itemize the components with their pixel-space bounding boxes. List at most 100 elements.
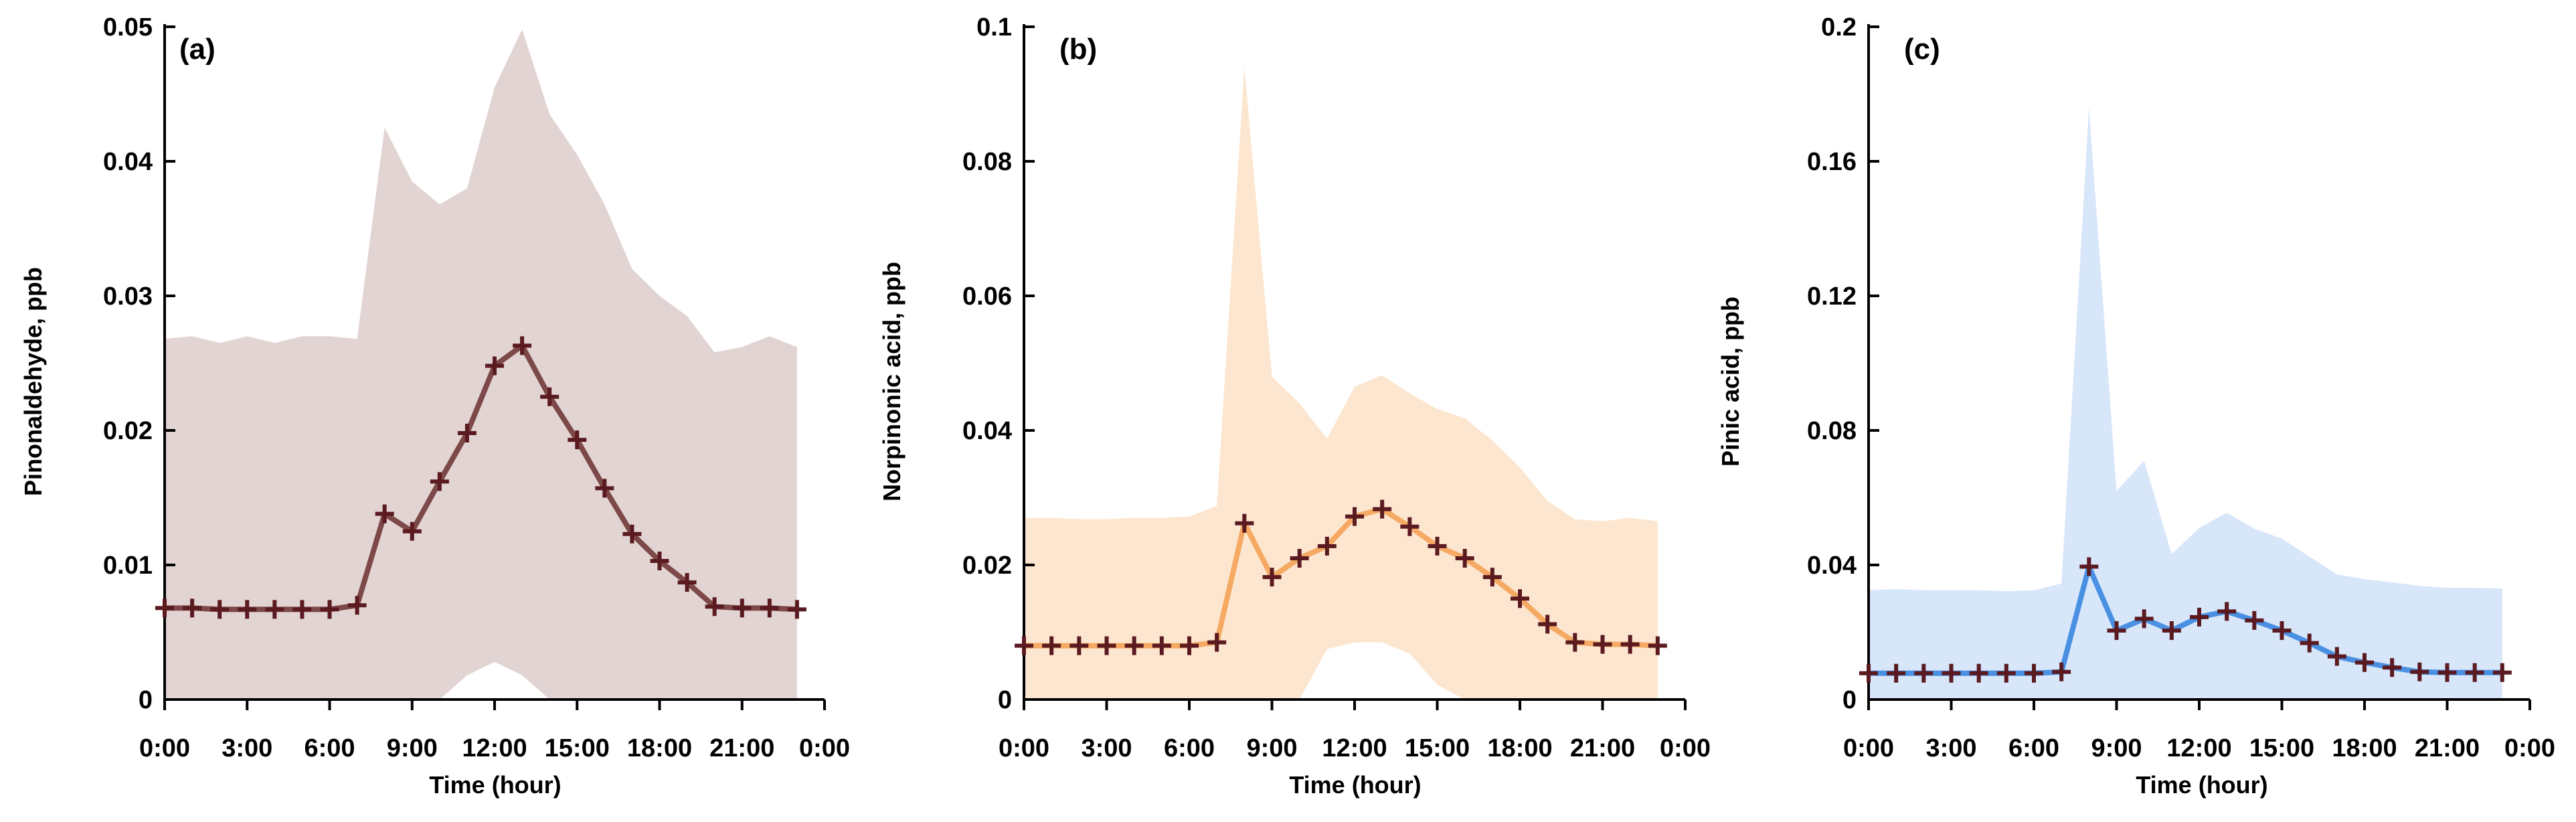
panel-b-data-point	[1428, 536, 1447, 556]
panel-b-data-point	[1207, 633, 1227, 652]
panel-c-y-tick-label: 0.16	[1807, 148, 1857, 176]
panel-a-y-tick-label: 0.05	[103, 13, 153, 42]
panel-b-data-point	[1262, 568, 1282, 587]
panel-a-x-axis-title: Time (hour)	[429, 771, 561, 799]
panel-c-data-point	[2410, 662, 2429, 681]
panel-b-band-layer	[1024, 67, 1658, 700]
panel-b-data-point	[1565, 633, 1585, 652]
panel-a-data-point	[457, 424, 477, 443]
panel-a-data-point	[430, 472, 449, 491]
panel-a-data-point	[183, 598, 202, 618]
panel-b-y-tick-label: 0.1	[976, 13, 1012, 42]
panel-c-y-tick-label: 0.12	[1807, 282, 1857, 311]
panel-b-x-tick-label: 3:00	[1081, 734, 1132, 762]
panel-c-data-point	[1996, 663, 2016, 683]
panel-c-data-point	[2190, 607, 2209, 627]
panel-b-x-tick-label: 6:00	[1164, 734, 1215, 762]
panel-a-y-tick-label: 0.03	[103, 282, 153, 311]
panel-a-range-band	[165, 29, 797, 700]
panel-b-x-axis-title: Time (hour)	[1289, 771, 1421, 799]
panel-a-marker-layer	[155, 336, 806, 619]
panel-c-data-point	[2217, 602, 2237, 621]
panel-b-data-point	[1317, 536, 1337, 556]
panel-c-data-point	[2272, 621, 2292, 640]
panel-a-y-tick-label: 0.01	[103, 552, 153, 580]
panel-c-x-tick-labels: 0:00 3:00 6:00 9:00 12:00 15:00 18:00 21:00 0:00	[1843, 734, 2555, 762]
panel-a-data-point	[595, 479, 614, 498]
panel-b-y-tick-label: 0	[998, 686, 1012, 714]
panel-b-data-point	[1345, 507, 1364, 526]
panel-c-y-axis-title: Pinic acid, ppb	[1717, 297, 1744, 467]
panel-b-x-tick-label: 12:00	[1322, 734, 1387, 762]
panel-c-data-point	[2025, 663, 2043, 683]
panel-b-x-tick-label: 21:00	[1570, 734, 1635, 762]
panel-c-data-point	[2355, 653, 2374, 672]
panel-a-data-point	[705, 597, 724, 616]
panel-a-data-point	[347, 596, 367, 615]
panel-a-data-point	[513, 336, 532, 355]
panel-b-data-point	[1538, 614, 1557, 634]
panel-c-x-tick-label: 0:00	[2504, 734, 2555, 762]
panel-a-x-tick-label: 18:00	[627, 734, 692, 762]
panel-b: 0 0.02 0.04 0.06 0.08 0.1 0:00 3:00 6:00 9:00 12:…	[878, 13, 1711, 799]
panel-c-data-point	[2079, 557, 2099, 576]
panel-a-data-point	[320, 600, 339, 619]
panel-a-x-tick-label: 21:00	[709, 734, 774, 762]
panel-c-data-point	[2134, 609, 2154, 629]
panel-b-data-point	[1290, 548, 1309, 568]
panel-b-x-tick-labels: 0:00 3:00 6:00 9:00 12:00 15:00 18:00 21:00 0:00	[999, 734, 1711, 762]
panel-b-data-point	[1124, 636, 1144, 655]
panel-c-data-point	[2465, 663, 2484, 682]
panel-b-y-axis-title: Norpinonic acid, ppb	[878, 262, 906, 501]
panel-b-data-point	[1097, 636, 1116, 655]
panel-c-label: (c)	[1904, 33, 1940, 66]
panel-b-data-point	[1042, 636, 1061, 655]
panel-b-data-point	[1648, 636, 1667, 655]
panel-c-data-point	[2107, 621, 2126, 640]
panel-b-x-tick-label: 18:00	[1487, 734, 1552, 762]
panel-a-data-point	[650, 551, 669, 570]
panel-a-y-axis-title: Pinonaldehyde, ppb	[19, 267, 47, 496]
panel-b-x-tick-label: 9:00	[1246, 734, 1297, 762]
panel-a-y-tick-labels: 0 0.01 0.02 0.03 0.04 0.05	[103, 13, 153, 714]
panel-c-data-point	[2492, 663, 2512, 682]
panel-c-y-tick-labels: 0 0.04 0.08 0.12 0.16 0.2	[1807, 13, 1857, 714]
panel-a-band-layer	[165, 29, 797, 700]
panel-c: 0 0.04 0.08 0.12 0.16 0.2 0:00 3:00 6:00 9:00 12:…	[1717, 13, 2555, 799]
panel-c-data-point	[2383, 658, 2402, 677]
panel-c-y-tick-label: 0.2	[1821, 13, 1857, 42]
panel-a-x-tick-label: 3:00	[222, 734, 272, 762]
panel-b-data-point	[1482, 568, 1502, 587]
panel-a: 0 0.01 0.02 0.03 0.04 0.05 0:00 3:00 6:00 9:00 12…	[19, 13, 850, 799]
panel-c-data-point	[2052, 662, 2071, 681]
panel-c-range-band	[1869, 107, 2502, 700]
panel-a-x-tick-label: 12:00	[462, 734, 527, 762]
panel-c-x-tick-label: 18:00	[2332, 734, 2397, 762]
panel-a-data-point	[568, 430, 587, 450]
panel-a-data-point	[238, 600, 257, 619]
panel-a-data-point	[155, 598, 174, 618]
panel-a-x-tick-label: 0:00	[799, 734, 850, 762]
panel-a-data-point	[760, 598, 779, 618]
panel-c-data-point	[1859, 663, 1878, 683]
panel-b-data-point	[1015, 636, 1033, 655]
panel-a-y-tick-label: 0.04	[103, 148, 153, 176]
panel-c-y-tick-label: 0.04	[1807, 552, 1857, 580]
panel-c-data-point	[1887, 663, 1906, 683]
panel-c-data-point	[2327, 647, 2346, 666]
panel-b-marker-layer	[1015, 499, 1667, 655]
panel-b-y-tick-label: 0.02	[962, 552, 1012, 580]
panel-b-data-point	[1593, 635, 1612, 654]
panel-b-data-point	[1400, 517, 1420, 536]
panel-c-x-tick-label: 9:00	[2091, 734, 2142, 762]
panel-b-label: (b)	[1059, 33, 1097, 66]
panel-b-y-tick-label: 0.06	[962, 282, 1012, 311]
panel-b-data-point	[1069, 636, 1089, 655]
panel-c-marker-layer	[1859, 557, 2512, 683]
panel-a-data-point	[540, 387, 560, 406]
panel-a-data-point	[210, 600, 230, 619]
panel-a-data-point	[292, 600, 312, 619]
panel-c-axes	[1867, 24, 2531, 710]
panel-c-x-tick-label: 21:00	[2415, 734, 2480, 762]
